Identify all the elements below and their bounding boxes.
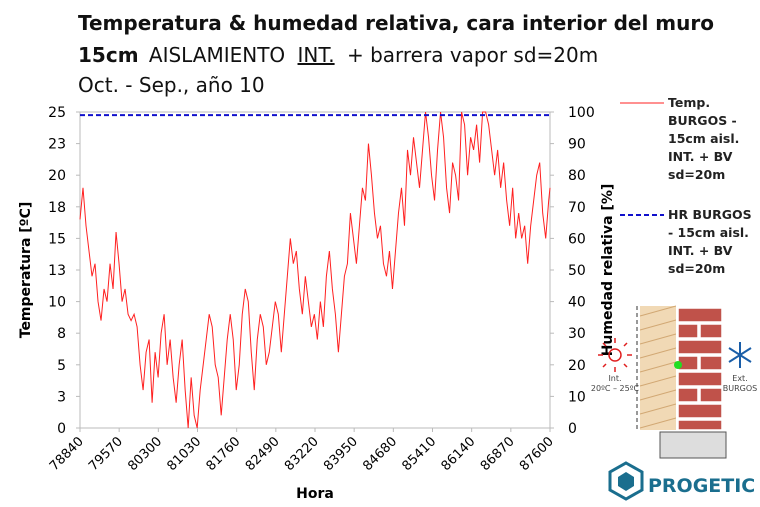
title-line2: 15cm AISLAMIENTO INT. + barrera vapor sd… bbox=[78, 43, 598, 67]
y-tick-label: 10 bbox=[48, 295, 66, 311]
x-tick-label: 87600 bbox=[517, 434, 557, 474]
x-tick-label: 86870 bbox=[478, 434, 518, 474]
y-tick-label: 15 bbox=[48, 231, 66, 247]
legend-label: Temp. BURGOS - 15cm aisl. INT. + BV sd=2… bbox=[668, 95, 740, 182]
y2-tick-label: 40 bbox=[568, 295, 586, 311]
sensor-point bbox=[674, 361, 682, 369]
logo-icon bbox=[608, 461, 644, 501]
x-tick-label: 81760 bbox=[204, 434, 244, 474]
sun-icon bbox=[598, 338, 632, 372]
x-tick-label: 79570 bbox=[86, 434, 126, 474]
y2-tick-label: 0 bbox=[568, 421, 577, 437]
y2-axis-label: Humedad relativa [%] bbox=[600, 184, 616, 357]
y-tick-label: 25 bbox=[48, 105, 66, 121]
int-label: Int. bbox=[608, 374, 621, 383]
x-tick-label: 85410 bbox=[399, 434, 439, 474]
title-part: + barrera vapor sd=20m bbox=[347, 43, 598, 67]
y-tick-label: 20 bbox=[48, 168, 66, 184]
x-tick-label: 81030 bbox=[164, 434, 204, 474]
insulation-hatch bbox=[639, 305, 677, 429]
y-tick-label: 5 bbox=[57, 358, 66, 374]
x-tick-label: 83220 bbox=[282, 434, 322, 474]
int-range: 20ºC – 25ºC bbox=[591, 384, 640, 393]
logo-icon-inner bbox=[618, 472, 634, 491]
y-axis-label: Temperatura [ºC] bbox=[18, 202, 34, 339]
x-tick-label: 84680 bbox=[360, 434, 400, 474]
y-tick-label: 3 bbox=[57, 389, 66, 405]
x-tick-label: 82490 bbox=[243, 434, 283, 474]
title-part: 15cm bbox=[78, 43, 139, 67]
foundation bbox=[659, 431, 727, 459]
y2-tick-label: 60 bbox=[568, 231, 586, 247]
ext-city: BURGOS bbox=[723, 384, 757, 393]
y-tick-label: 23 bbox=[48, 137, 66, 153]
wall-illustration: Int. 20ºC – 25ºC Ext. BURGOS bbox=[591, 305, 757, 459]
series-line bbox=[79, 111, 551, 429]
bricks bbox=[677, 307, 723, 431]
legend-label: HR BURGOS - 15cm aisl. INT. + BV sd=20m bbox=[668, 207, 752, 276]
ext-label: Ext. bbox=[732, 374, 747, 383]
x-tick-label: 86140 bbox=[439, 434, 479, 474]
y-tick-label: 13 bbox=[48, 263, 66, 279]
x-tick-label: 80300 bbox=[125, 434, 165, 474]
y2-tick-label: 20 bbox=[568, 358, 586, 374]
logo-text: PROGETIC bbox=[648, 475, 755, 497]
snow-icon bbox=[728, 342, 752, 368]
title-line1: Temperatura & humedad relativa, cara int… bbox=[78, 11, 714, 35]
title-line3: Oct. - Sep., año 10 bbox=[78, 73, 265, 97]
y2-tick-label: 80 bbox=[568, 168, 586, 184]
y2-tick-label: 90 bbox=[568, 137, 586, 153]
x-axis-label: Hora bbox=[296, 486, 334, 502]
y-tick-label: 0 bbox=[57, 421, 66, 437]
y2-tick-label: 30 bbox=[568, 326, 586, 342]
title-part: INT. bbox=[298, 43, 335, 67]
logo: PROGETIC bbox=[608, 461, 755, 501]
y2-tick-label: 70 bbox=[568, 200, 586, 216]
y-tick-label: 18 bbox=[48, 200, 66, 216]
y2-tick-label: 10 bbox=[568, 389, 586, 405]
y2-tick-label: 50 bbox=[568, 263, 586, 279]
x-tick-label: 78840 bbox=[47, 434, 87, 474]
title-part: AISLAMIENTO bbox=[149, 43, 285, 67]
x-tick-label: 83950 bbox=[321, 434, 361, 474]
y-tick-label: 8 bbox=[57, 326, 66, 342]
y2-tick-label: 100 bbox=[568, 105, 595, 121]
